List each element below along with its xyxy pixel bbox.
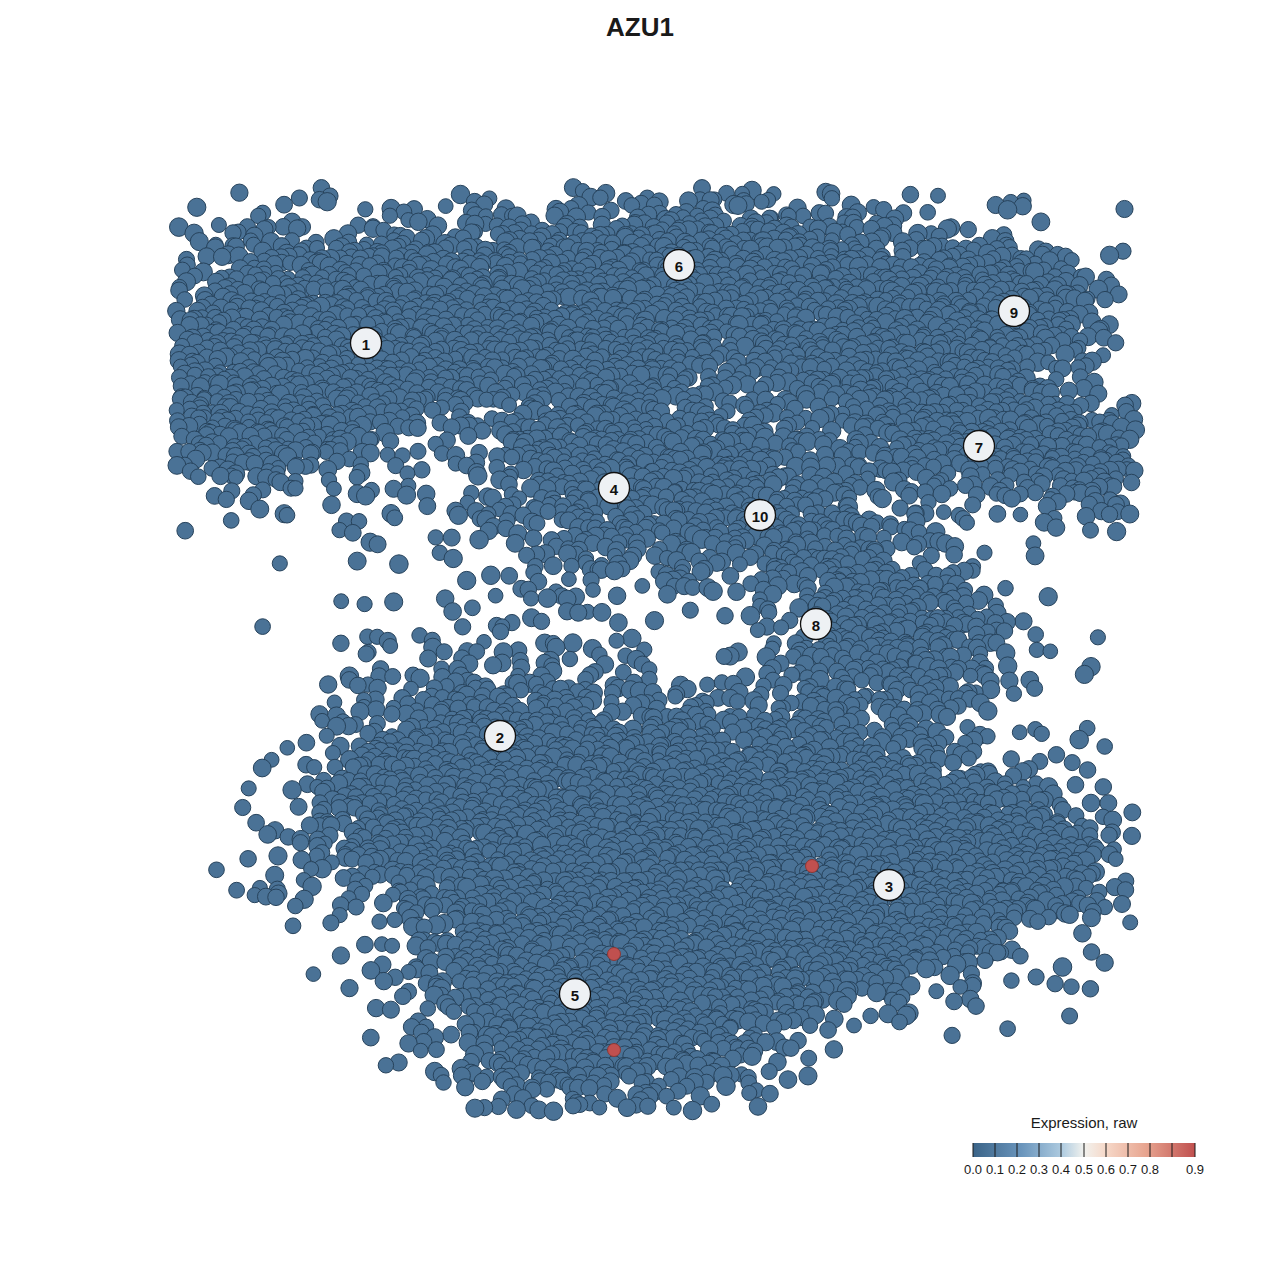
svg-text:3: 3 <box>885 878 893 895</box>
svg-text:0.8: 0.8 <box>1141 1162 1159 1177</box>
svg-text:4: 4 <box>610 481 619 498</box>
svg-text:8: 8 <box>812 617 820 634</box>
svg-text:0.3: 0.3 <box>1030 1162 1048 1177</box>
svg-text:0.5: 0.5 <box>1075 1162 1093 1177</box>
svg-text:9: 9 <box>1010 304 1018 321</box>
svg-text:1: 1 <box>362 336 370 353</box>
svg-text:0.4: 0.4 <box>1052 1162 1070 1177</box>
svg-text:7: 7 <box>975 439 983 456</box>
svg-text:2: 2 <box>496 729 504 746</box>
svg-text:0.9: 0.9 <box>1186 1162 1204 1177</box>
svg-text:0.0: 0.0 <box>964 1162 982 1177</box>
svg-text:10: 10 <box>752 508 769 525</box>
svg-text:5: 5 <box>571 987 579 1004</box>
svg-text:0.7: 0.7 <box>1119 1162 1137 1177</box>
svg-text:0.1: 0.1 <box>986 1162 1004 1177</box>
svg-text:0.6: 0.6 <box>1097 1162 1115 1177</box>
svg-text:Expression, raw: Expression, raw <box>1031 1114 1138 1131</box>
svg-text:6: 6 <box>675 258 683 275</box>
svg-text:0.2: 0.2 <box>1008 1162 1026 1177</box>
